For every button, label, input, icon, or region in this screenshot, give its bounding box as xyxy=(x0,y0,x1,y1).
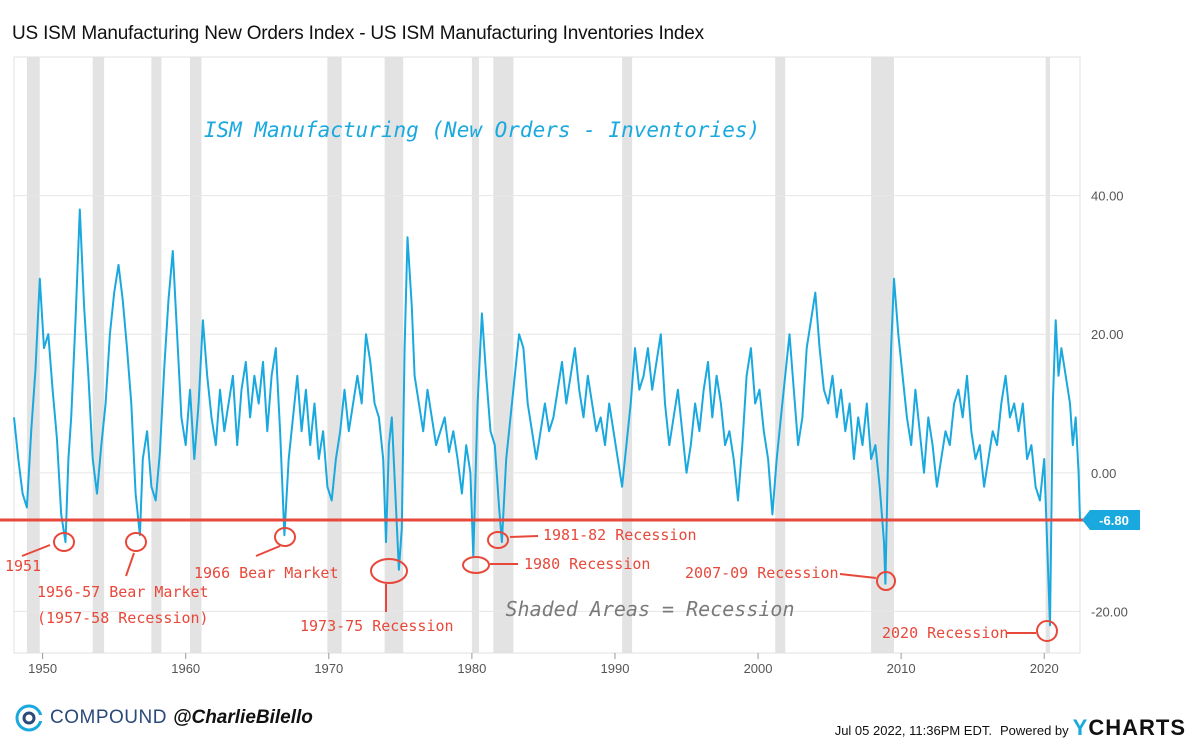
footer-brand: COMPOUND @CharlieBilello xyxy=(14,703,313,733)
y-axis: 40.00 20.00 0.00 -20.00 xyxy=(1091,189,1128,620)
annotation-circle xyxy=(876,571,896,591)
annotations: 1951 1956-57 Bear Market (1957-58 Recessio… xyxy=(5,526,1058,642)
ycharts-logo[interactable]: YCHARTS xyxy=(1072,715,1186,740)
x-tick-label: 1990 xyxy=(601,661,630,676)
annotation-circle xyxy=(462,556,490,574)
last-value-label: -6.80 xyxy=(1099,513,1129,528)
y-tick-label: 20.00 xyxy=(1091,327,1124,342)
powered-by-label: Powered by xyxy=(999,723,1069,738)
y-tick-label: -20.00 xyxy=(1091,604,1128,619)
x-tick-label: 2010 xyxy=(887,661,916,676)
footer-credit: Jul 05 2022, 11:36PM EDT. Powered by YCH… xyxy=(835,715,1186,741)
annotation-circle xyxy=(370,558,408,584)
annotation-circle xyxy=(274,527,296,547)
compound-logo-icon xyxy=(15,704,44,732)
annotation-circle xyxy=(53,532,75,552)
annotation-pointer xyxy=(509,535,539,538)
annotation-pointer xyxy=(21,544,51,557)
y-tick-label: 0.00 xyxy=(1091,466,1116,481)
annotation: 1981-82 Recession xyxy=(487,526,697,549)
threshold: -6.80 xyxy=(0,509,1140,530)
x-axis: 1950 1960 1970 1980 1990 2000 2010 2020 xyxy=(28,653,1059,676)
recession-band xyxy=(151,57,162,653)
recession-band xyxy=(189,57,202,653)
annotation-label: 1966 Bear Market xyxy=(194,564,339,582)
annotation-label: (1957-58 Recession) xyxy=(37,609,209,627)
annotation: 1951 xyxy=(5,532,75,575)
y-tick-label: 40.00 xyxy=(1091,189,1124,204)
annotation: 1956-57 Bear Market (1957-58 Recession) xyxy=(37,532,209,627)
annotation-label: 1951 xyxy=(5,557,41,575)
series-line xyxy=(13,208,1081,627)
annotation: 2020 Recession xyxy=(882,620,1058,642)
annotation: 1973-75 Recession xyxy=(300,558,454,635)
recession-band xyxy=(775,57,786,653)
shaded-areas-label: Shaded Areas = Recession xyxy=(506,597,795,621)
recession-band xyxy=(871,57,894,653)
x-tick-label: 1960 xyxy=(171,661,200,676)
recession-band xyxy=(327,57,342,653)
recession-band xyxy=(26,57,40,653)
x-tick-label: 2020 xyxy=(1030,661,1059,676)
x-tick-label: 1950 xyxy=(28,661,57,676)
annotation-pointer xyxy=(125,552,135,577)
annotation-label: 1980 Recession xyxy=(524,555,650,573)
recession-band xyxy=(622,57,633,653)
chart-title: US ISM Manufacturing New Orders Index - … xyxy=(12,23,704,44)
x-tick-label: 1980 xyxy=(457,661,486,676)
annotation-label: 1956-57 Bear Market xyxy=(37,583,209,601)
twitter-handle: @CharlieBilello xyxy=(172,707,313,728)
annotation-circle xyxy=(487,531,509,549)
annotation-label: 1973-75 Recession xyxy=(300,617,454,635)
x-tick-label: 1970 xyxy=(314,661,343,676)
recession-band xyxy=(1045,57,1050,653)
annotation: 1966 Bear Market xyxy=(194,527,339,582)
brand-name: COMPOUND xyxy=(50,707,167,728)
recession-bands xyxy=(26,57,1050,653)
last-value-tag xyxy=(1082,509,1140,530)
recession-band xyxy=(471,57,480,653)
chart-svg: 1950 1960 1970 1980 1990 2000 2010 2020 40.00 20… xyxy=(0,56,1140,676)
annotation-circle xyxy=(125,532,147,552)
plot-frame xyxy=(13,56,1081,654)
annotation-label: 1981-82 Recession xyxy=(543,526,697,544)
annotation-label: 2020 Recession xyxy=(882,624,1008,642)
recession-band xyxy=(384,57,404,653)
recession-band xyxy=(92,57,105,653)
x-tick-label: 2000 xyxy=(744,661,773,676)
timestamp: Jul 05 2022, 11:36PM EDT. xyxy=(834,723,992,738)
annotation-circle xyxy=(1036,620,1058,642)
annotation-pointer xyxy=(255,545,281,557)
annotation-label: 2007-09 Recession xyxy=(685,564,839,582)
annotation: 2007-09 Recession xyxy=(685,564,896,591)
series xyxy=(13,208,1081,627)
annotation-pointer xyxy=(839,573,877,579)
gridlines xyxy=(14,195,1080,612)
chart-inner-title: ISM Manufacturing (New Orders - Inventor… xyxy=(204,118,760,142)
annotation: 1980 Recession xyxy=(462,555,650,574)
